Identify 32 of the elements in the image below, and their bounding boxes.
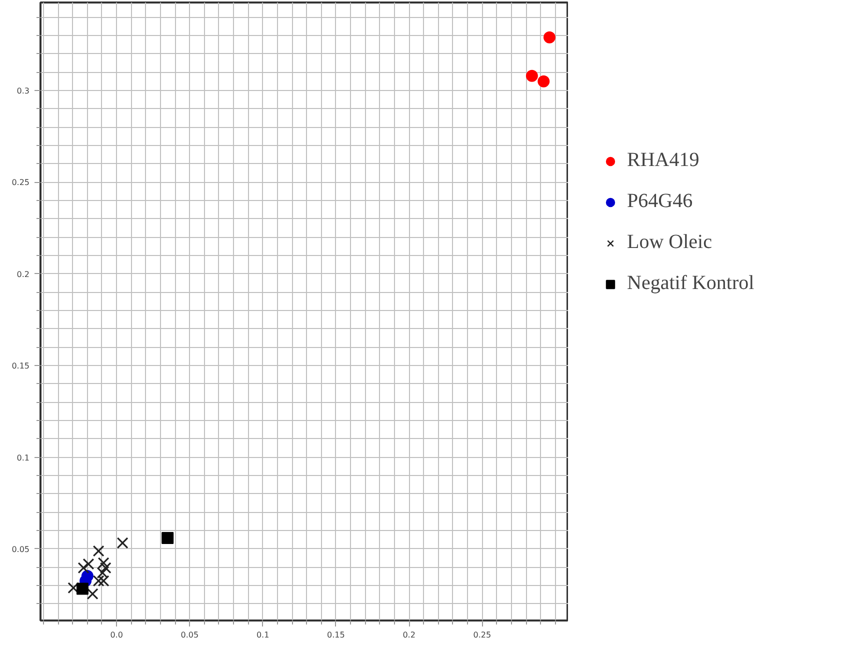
point <box>98 557 110 569</box>
y-tick-label: 0.25 <box>12 178 30 188</box>
point <box>92 575 104 587</box>
y-tick-label: 0.2 <box>16 270 30 279</box>
point <box>96 567 108 579</box>
point <box>78 562 90 574</box>
point <box>92 545 104 557</box>
y-tick-label: 0.1 <box>16 453 30 462</box>
x-tick-label: 0.15 <box>327 630 345 640</box>
point <box>98 575 110 587</box>
point <box>100 562 112 574</box>
point <box>86 588 98 600</box>
legend-label: RHA419 <box>627 149 700 172</box>
point <box>538 75 550 88</box>
y-tick-label: 0.15 <box>12 362 30 371</box>
x-tick-label: 0.0 <box>110 630 123 640</box>
x-tick-label: 0.25 <box>473 630 492 640</box>
point <box>526 70 538 82</box>
legend-label: P64G46 <box>627 190 693 213</box>
point <box>76 582 88 595</box>
point <box>68 582 80 594</box>
point <box>162 532 174 544</box>
x-tick-label: 0.05 <box>180 630 199 640</box>
point <box>82 558 94 570</box>
x-tick-label: 0.2 <box>402 630 416 640</box>
y-tick-label: 0.05 <box>12 544 30 554</box>
point <box>543 31 556 44</box>
legend-label: Low Oleic <box>627 231 712 254</box>
point <box>116 537 128 549</box>
legend-label: Negatif Kontrol <box>627 272 754 295</box>
x-tick-label: 0.1 <box>256 630 270 640</box>
y-tick-label: 0.3 <box>16 86 30 96</box>
